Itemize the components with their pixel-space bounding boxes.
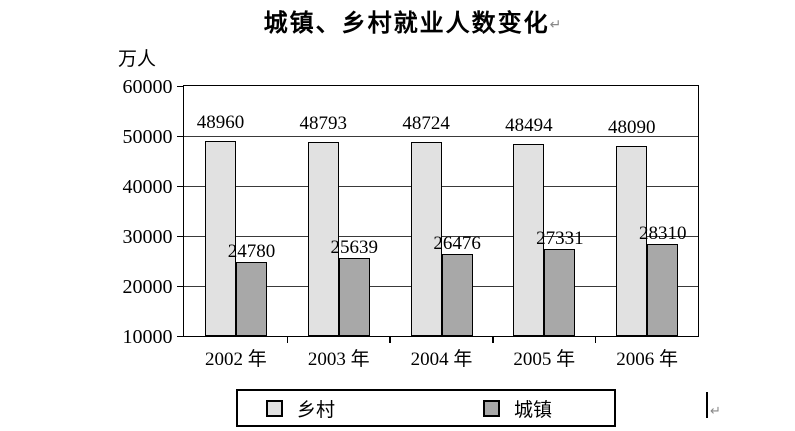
urban-bar xyxy=(647,244,679,336)
y-tick-mark xyxy=(177,85,183,88)
rural-bar xyxy=(205,141,236,336)
x-tick-mark xyxy=(286,336,289,343)
x-axis-category-label: 2003 年 xyxy=(307,348,370,370)
x-axis-category-label: 2005 年 xyxy=(513,348,576,370)
rural-bar xyxy=(616,145,648,336)
y-tick-mark xyxy=(177,135,183,138)
y-tick-mark xyxy=(177,285,183,288)
y-tick-label: 40000 xyxy=(122,175,173,198)
urban-bar-value-label: 28310 xyxy=(638,223,687,245)
urban-swatch xyxy=(483,399,501,417)
y-tick-label: 50000 xyxy=(122,125,173,148)
y-tick-label: 10000 xyxy=(122,325,173,348)
rural-bar-value-label: 48494 xyxy=(505,114,553,136)
chart-title: 城镇、乡村就业人数变化↵ xyxy=(0,3,795,38)
legend-label-rural: 乡村 xyxy=(297,399,336,421)
y-tick-mark xyxy=(177,235,183,238)
urban-bar xyxy=(441,253,473,336)
urban-bar-value-label: 26476 xyxy=(433,232,481,254)
rural-swatch xyxy=(266,399,283,417)
y-tick-label: 20000 xyxy=(122,275,173,298)
rural-bar-value-label: 48960 xyxy=(196,112,245,134)
chart-title-text: 城镇、乡村就业人数变化 xyxy=(263,10,550,37)
rural-bar-value-label: 48090 xyxy=(607,116,656,138)
x-axis-category-label: 2002 年 xyxy=(205,348,267,370)
y-axis-unit-label: 万人 xyxy=(118,49,157,70)
urban-bar xyxy=(236,262,267,336)
legend-label-urban: 城镇 xyxy=(514,399,553,421)
rural-bar xyxy=(307,142,339,336)
paragraph-mark-icon: ↵ xyxy=(710,403,721,418)
urban-bar-value-label: 27331 xyxy=(536,228,584,250)
rural-bar-value-label: 48724 xyxy=(402,113,450,135)
x-tick-mark xyxy=(594,336,597,343)
urban-bar-value-label: 25639 xyxy=(330,236,379,258)
gridline xyxy=(184,136,698,137)
rural-bar-value-label: 48793 xyxy=(299,113,348,135)
rural-bar xyxy=(410,142,442,336)
x-tick-mark xyxy=(492,336,494,343)
y-tick-label: 30000 xyxy=(122,225,173,248)
rural-bar xyxy=(513,143,545,336)
urban-bar xyxy=(544,249,576,336)
legend-item-rural: 乡村 xyxy=(266,395,335,422)
x-tick-mark xyxy=(389,336,391,343)
paragraph-mark-icon: ↵ xyxy=(549,16,562,32)
y-tick-label: 60000 xyxy=(122,75,173,98)
text-cursor[interactable] xyxy=(706,392,708,418)
legend-item-urban: 城镇 xyxy=(483,395,552,422)
y-tick-mark xyxy=(177,185,183,188)
plot-area: 48960 48793 48724 48494 48090 24780 25639 26476… xyxy=(183,85,699,337)
legend: 乡村 城镇 xyxy=(236,389,616,427)
x-axis-category-label: 2006 年 xyxy=(616,348,678,370)
y-tick-mark xyxy=(177,335,183,338)
urban-bar xyxy=(338,257,370,336)
urban-bar-value-label: 24780 xyxy=(227,241,276,263)
x-axis-category-label: 2004 年 xyxy=(410,348,473,370)
